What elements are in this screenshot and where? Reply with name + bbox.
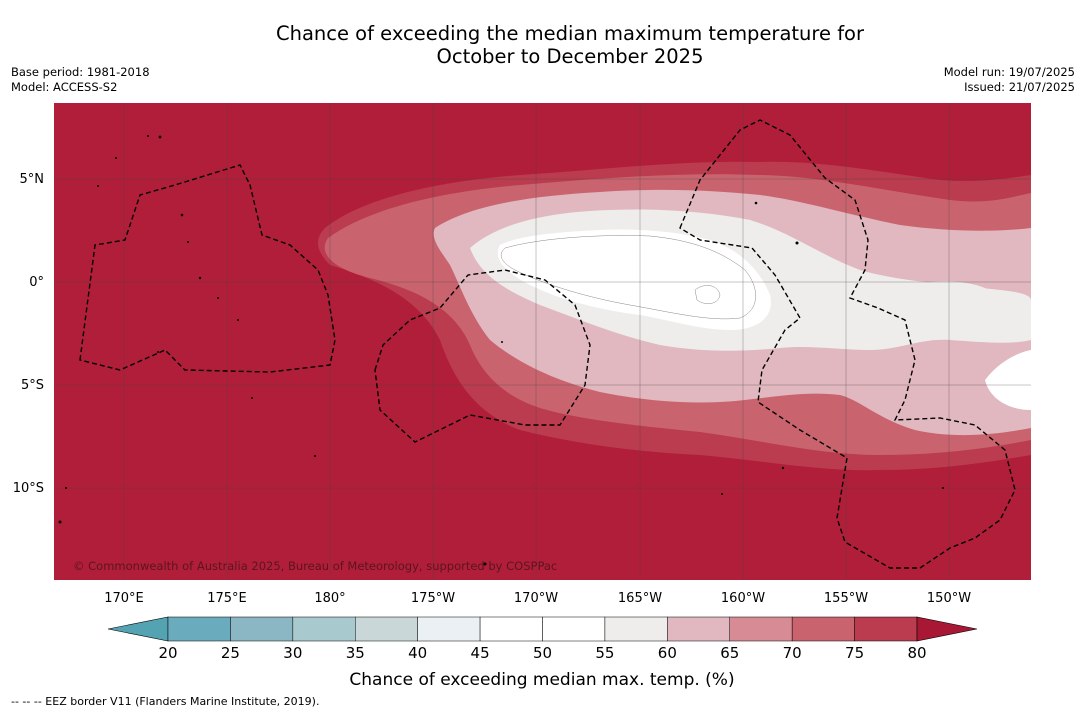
longitude-labels: 170°E 175°E 180° 175°W 170°W 165°W 160°W… [104,591,971,606]
graticule [54,103,1031,580]
title-line-2: October to December 2025 [436,45,704,68]
colorbar-segment [230,616,294,642]
eez-borders [79,119,1016,569]
colorbar-segment [854,616,918,642]
islands [58,135,944,566]
colorbar-segment [292,616,356,642]
colorbar-under-arrow [107,616,169,642]
meta-right: Model run: 19/07/2025 Issued: 21/07/2025 [944,65,1075,95]
colorbar-tick-label: 55 [595,644,614,662]
lon-label-165w: 165°W [618,591,662,606]
model-run: Model run: 19/07/2025 [943,65,1075,79]
map-area: © Commonwealth of Australia 2025, Bureau… [54,103,1031,580]
base-period: Base period: 1981-2018 [11,65,150,79]
eez-legend-note: -- -- -- EEZ border V11 (Flanders Marine… [11,695,320,708]
meta-left: Base period: 1981-2018 Model: ACCESS-S2 [11,65,150,95]
colorbar-tick-label: 25 [221,644,240,662]
colorbar-tick-label: 30 [283,644,302,662]
colorbar-ticks: 20 25 30 35 40 45 50 55 60 65 70 75 80 [158,644,926,662]
eez-tokelau [374,269,591,443]
colorbar-tick-label: 45 [471,644,490,662]
colorbar: 20 25 30 35 40 45 50 55 60 65 70 75 80 Chance of exc… [107,616,978,690]
lat-label-10s: 10°S [13,481,44,496]
colorbar-segment [479,616,543,642]
colorbar-over-arrow [916,616,978,642]
colorbar-segment [167,616,231,642]
colorbar-segment [417,616,481,642]
lon-label-180: 180° [314,591,345,606]
model-name: Model: ACCESS-S2 [11,80,118,94]
colorbar-tick-label: 80 [907,644,926,662]
lon-label-175e: 175°E [207,591,247,606]
lat-label-5n: 5°N [20,172,45,187]
colorbar-tick-label: 70 [783,644,802,662]
contour-60-east [895,281,989,302]
colorbar-tick-label: 60 [658,644,677,662]
contour-55-east [985,350,1031,410]
lon-label-160w: 160°W [721,591,765,606]
chart-title: Chance of exceeding the median maximum t… [0,22,1085,68]
colorbar-label: Chance of exceeding median max. temp. (%… [349,670,734,690]
lat-label-0: 0° [29,275,44,290]
eez-tuvalu [79,164,336,373]
colorbar-tick-label: 20 [158,644,177,662]
copyright-text: © Commonwealth of Australia 2025, Bureau… [73,559,557,573]
colorbar-tick-label: 50 [533,644,552,662]
colorbar-segment [667,616,730,642]
lon-label-175w: 175°W [411,591,455,606]
contour-line-small [694,285,721,304]
colorbar-segment [355,616,418,642]
colorbar-segment [604,616,668,642]
lon-label-155w: 155°W [824,591,868,606]
contour-55 [497,229,771,330]
latitude-labels: 5°N 0° 5°S 10°S [13,172,44,496]
colorbar-tick-label: 35 [346,644,365,662]
eez-kiribati-line [679,119,1016,569]
title-line-1: Chance of exceeding the median maximum t… [275,22,865,45]
colorbar-segments [167,616,918,642]
colorbar-tick-label: 40 [408,644,427,662]
lat-label-5s: 5°S [21,378,44,393]
colorbar-tick-label: 75 [845,644,864,662]
colorbar-segment [542,616,606,642]
lon-label-170e: 170°E [104,591,144,606]
issued-date: Issued: 21/07/2025 [964,80,1075,94]
lon-label-150w: 150°W [927,591,971,606]
lon-label-170w: 170°W [514,591,558,606]
colorbar-tick-label: 65 [720,644,739,662]
colorbar-segment [729,616,793,642]
colorbar-segment [791,616,855,642]
